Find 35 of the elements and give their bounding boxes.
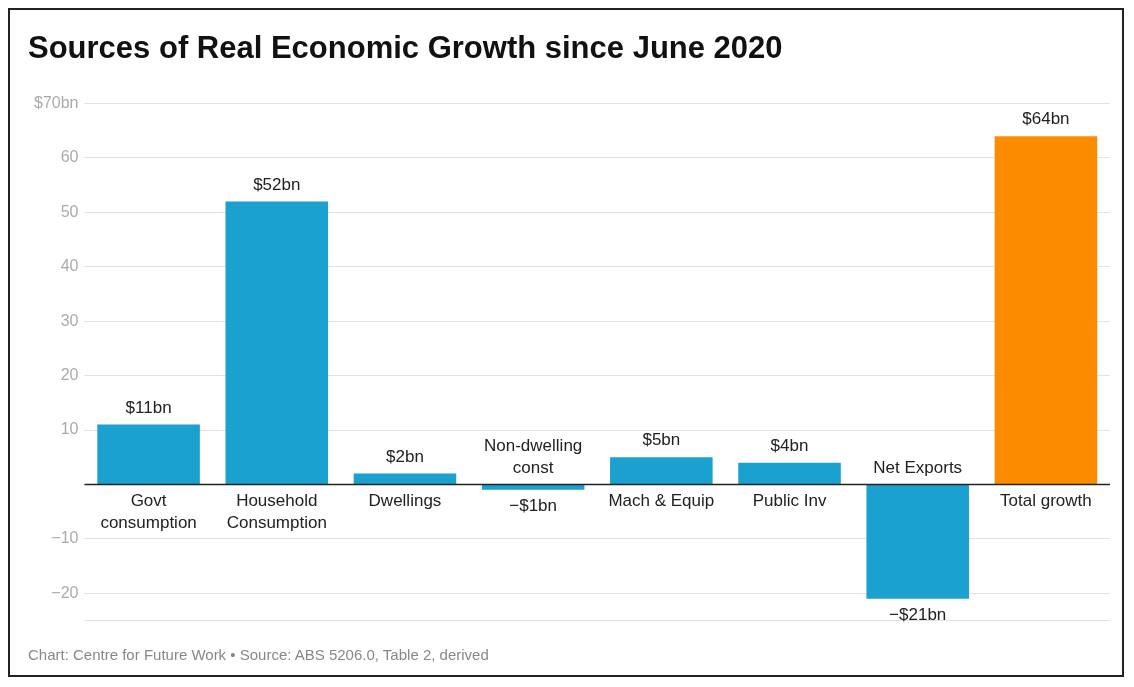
- y-tick-label: 50: [60, 202, 79, 220]
- bar: [610, 457, 713, 484]
- data-label: −$1bn: [509, 496, 558, 516]
- y-tick-label: $70bn: [33, 94, 79, 112]
- bar: [97, 424, 200, 484]
- data-label: $52bn: [253, 174, 301, 194]
- bar: [481, 484, 585, 490]
- data-label: −$21bn: [889, 604, 947, 624]
- x-tick-label: Net Exports: [873, 457, 963, 477]
- y-tick-label: 30: [60, 311, 79, 329]
- bar: [353, 473, 457, 484]
- y-tick-label: 10: [60, 420, 79, 438]
- y-tick-label: −20: [51, 583, 79, 601]
- data-label: $4bn: [770, 435, 809, 455]
- x-tick-label: Mach & Equip: [608, 490, 715, 510]
- y-tick-label: −10: [51, 529, 79, 547]
- x-tick-label: Household Consumption: [226, 490, 327, 532]
- bar: [994, 136, 1098, 484]
- y-tick-label: 40: [60, 257, 79, 275]
- data-label: $11bn: [125, 397, 172, 417]
- y-tick-label: 20: [60, 366, 79, 384]
- bar: [866, 484, 969, 599]
- chart-title: Sources of Real Economic Growth since June 2020: [28, 30, 783, 66]
- bar: [225, 201, 329, 484]
- x-tick-label: Dwellings: [368, 490, 442, 510]
- x-tick-label: Govt consumption: [100, 490, 197, 532]
- x-tick-label: Public Inv: [752, 490, 827, 510]
- data-label: $2bn: [386, 446, 424, 466]
- data-label: $64bn: [1022, 109, 1070, 129]
- data-label: $5bn: [642, 430, 681, 450]
- y-tick-label: 60: [60, 148, 79, 166]
- bar: [738, 462, 841, 484]
- text: Chart: Centre for Future Work • Source: ABS 5206.0, Table 2, derived: [28, 646, 489, 663]
- x-tick-label: Total growth: [1000, 490, 1092, 510]
- x-tick-label: Non-dwelling const: [484, 435, 583, 477]
